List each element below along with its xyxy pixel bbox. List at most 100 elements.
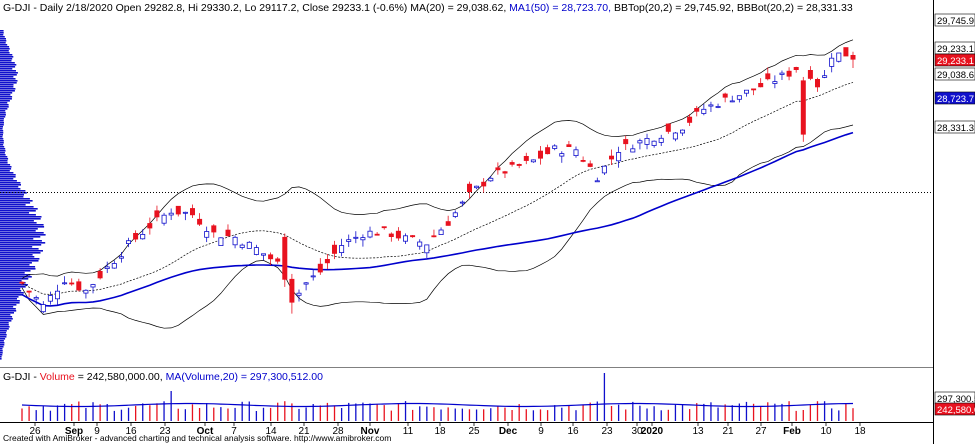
candle	[339, 238, 345, 257]
volume-axis-label: 297,300.5	[937, 394, 975, 405]
volume-profile-bin	[0, 354, 3, 356]
x-tick-label: 9	[538, 426, 544, 437]
volume-profile-bin	[0, 30, 4, 32]
volume-profile-bin	[0, 298, 17, 300]
candle	[175, 205, 181, 217]
candle	[331, 240, 337, 260]
price-axis-labels: 29,745.9 29,233.129,233.1 29,038.6 28,723.7…	[934, 13, 975, 416]
candle	[33, 295, 39, 305]
candle	[772, 75, 778, 89]
volume-profile-bin	[0, 236, 41, 238]
x-tick-label: Feb	[783, 426, 801, 437]
candle	[260, 253, 266, 261]
x-tick-label: 16	[567, 426, 579, 437]
candle	[246, 241, 252, 249]
candle	[580, 156, 586, 163]
volume-profile-bin	[0, 232, 44, 234]
x-tick-label: 7	[231, 426, 237, 437]
candle	[83, 289, 89, 299]
candle	[218, 237, 224, 247]
volume-profile-bin	[0, 104, 9, 106]
candle	[466, 181, 472, 199]
volume-profile-bin	[0, 44, 8, 46]
volume-profile-bin	[0, 278, 29, 280]
price-axis-label-box	[934, 13, 975, 27]
candle	[55, 284, 61, 306]
candle	[459, 200, 465, 207]
moving-averages	[21, 82, 854, 307]
volume-profile-bin	[0, 186, 19, 188]
volume-profile-bin	[0, 190, 26, 192]
volume-profile-bin	[0, 152, 5, 154]
candle	[197, 213, 203, 226]
volume-profile-bin	[0, 136, 3, 138]
volume-profile-bin	[0, 304, 17, 306]
volume-profile-bin	[0, 172, 14, 174]
volume-profile-bin	[0, 194, 24, 196]
candle	[445, 215, 451, 226]
volume-profile-bin	[0, 126, 3, 128]
candle	[502, 170, 508, 179]
volume-profile-bin	[0, 178, 14, 180]
volume-profile-bin	[0, 246, 33, 248]
candle	[438, 227, 444, 235]
candle	[296, 289, 302, 302]
volume-profile-bin	[0, 138, 4, 140]
volume-profile-bin	[0, 158, 9, 160]
volume-profile-bin	[0, 110, 6, 112]
volume-profile-bin	[0, 76, 14, 78]
volume-profile-bin	[0, 134, 3, 136]
candle	[559, 151, 565, 163]
x-tick-label: 18	[854, 426, 866, 437]
volume-profile-bin	[0, 106, 9, 108]
candle	[573, 146, 579, 158]
volume-profile-bin	[0, 140, 4, 142]
candle	[807, 66, 813, 81]
x-tick-label: 25	[468, 426, 480, 437]
bb-top-line	[21, 39, 854, 279]
volume-profile-bin	[0, 124, 4, 126]
x-tick-label: 2020	[641, 426, 664, 437]
candle	[104, 261, 110, 274]
volume-profile-bin	[0, 40, 7, 42]
x-tick-label: Dec	[499, 426, 518, 437]
volume-profile-bin	[0, 170, 10, 172]
volume-profile-bin	[0, 84, 14, 86]
volume-profile-bin	[0, 314, 11, 316]
candle	[452, 210, 458, 219]
volume-profile-bin	[0, 306, 14, 308]
volume-profile-bin	[0, 326, 10, 328]
candle	[47, 291, 53, 305]
volume-profile-bin	[0, 248, 39, 250]
candle	[474, 185, 480, 190]
x-tick-label: 9	[94, 426, 100, 437]
candle	[765, 67, 771, 81]
volume-profile-bin	[0, 264, 30, 266]
volume-axis-label: 242,580.0	[937, 405, 975, 416]
volume-profile-bin	[0, 96, 13, 98]
volume-profile-bin	[0, 132, 4, 134]
volume-profile-bin	[0, 352, 3, 354]
volume-profile-bin	[0, 268, 36, 270]
volume-profile-bin	[0, 100, 10, 102]
candle	[417, 239, 423, 250]
volume-profile-bin	[0, 266, 36, 268]
volume-profile-bin	[0, 340, 4, 342]
volume-profile-bin	[0, 210, 36, 212]
candle	[182, 211, 188, 221]
candle	[76, 278, 82, 292]
x-tick-label: 27	[755, 426, 767, 437]
volume-profile-bin	[0, 204, 26, 206]
price-axis-label-box	[934, 120, 975, 134]
volume-profile-bin	[0, 118, 4, 120]
volume-profile-bin	[0, 338, 6, 340]
volume-profile-bin	[0, 274, 31, 276]
volume-profile-bin	[0, 120, 4, 122]
candle	[431, 229, 437, 238]
volume-profile-bin	[0, 342, 5, 344]
candle	[644, 133, 650, 150]
volume-profile-bin	[0, 238, 34, 240]
volume-profile-bin	[0, 46, 10, 48]
volume-profile-bin	[0, 72, 18, 74]
candle	[346, 234, 352, 247]
